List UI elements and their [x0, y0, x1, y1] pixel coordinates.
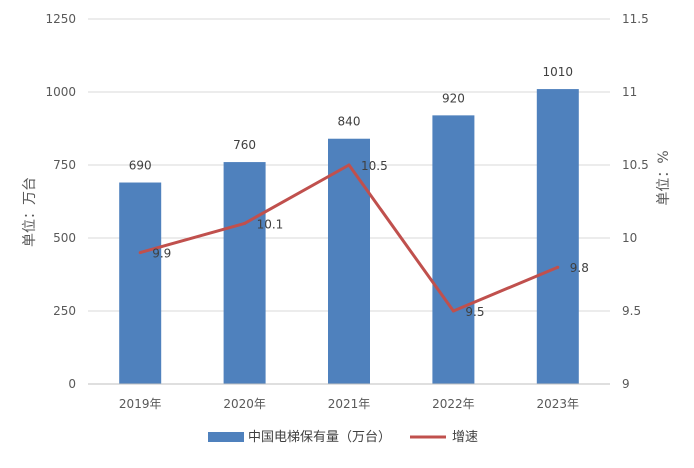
- line-point: [347, 163, 351, 167]
- y-tick-label: 1000: [45, 85, 76, 99]
- bar: [432, 115, 475, 385]
- line-data-label: 9.5: [465, 305, 484, 319]
- bar: [223, 162, 266, 384]
- y2-tick-label: 10: [622, 231, 637, 245]
- line-point: [243, 221, 247, 225]
- y2-tick-label: 9: [622, 377, 630, 391]
- y-tick-label: 500: [53, 231, 76, 245]
- axes: 0 250 500 750 1000 1250 9 9.5 10 10.5 11 11.5 2019年 2…: [45, 12, 648, 411]
- y2-tick-label: 11: [622, 85, 637, 99]
- y2-tick-label: 11.5: [622, 12, 649, 26]
- line-series: [138, 163, 560, 313]
- bar-series: [119, 89, 579, 385]
- legend-label-line: 增速: [452, 430, 478, 445]
- y-tick-label: 0: [68, 377, 76, 391]
- y2-tick-label: 9.5: [622, 304, 641, 318]
- y2-tick-label: 10.5: [622, 158, 649, 172]
- line-point: [138, 251, 142, 255]
- bar-data-label: 920: [442, 91, 465, 105]
- x-tick-label: 2020年: [223, 397, 266, 411]
- line-data-label: 10.5: [361, 159, 388, 173]
- y-tick-label: 250: [53, 304, 76, 318]
- bar: [119, 182, 162, 384]
- y-tick-label: 750: [53, 158, 76, 172]
- line-data-label: 9.8: [570, 261, 589, 275]
- data-labels: 690 760 840 920 1010 9.9 10.1 10.5 9.5 9.8: [129, 65, 589, 319]
- bar: [536, 89, 579, 384]
- x-tick-label: 2021年: [328, 397, 371, 411]
- legend: 中国电梯保有量（万台） 增速: [208, 430, 478, 445]
- x-tick-label: 2022年: [432, 397, 475, 411]
- bar: [328, 138, 370, 384]
- y-tick-label: 1250: [45, 12, 76, 26]
- line-data-label: 10.1: [257, 217, 284, 231]
- bar-data-label: 1010: [543, 65, 574, 79]
- y2-axis-title: 单位：%: [656, 150, 672, 205]
- bar-data-label: 840: [338, 115, 361, 129]
- x-tick-label: 2019年: [119, 397, 162, 411]
- line-data-label: 9.9: [152, 247, 171, 261]
- bar-data-label: 690: [129, 159, 152, 173]
- line-point: [556, 265, 560, 269]
- legend-label-bars: 中国电梯保有量（万台）: [248, 430, 391, 445]
- x-tick-label: 2023年: [537, 397, 580, 411]
- y-axis-title: 单位：万台: [22, 177, 38, 247]
- bar-data-label: 760: [233, 138, 256, 152]
- line-point: [451, 309, 455, 313]
- legend-swatch-bars: [208, 432, 244, 442]
